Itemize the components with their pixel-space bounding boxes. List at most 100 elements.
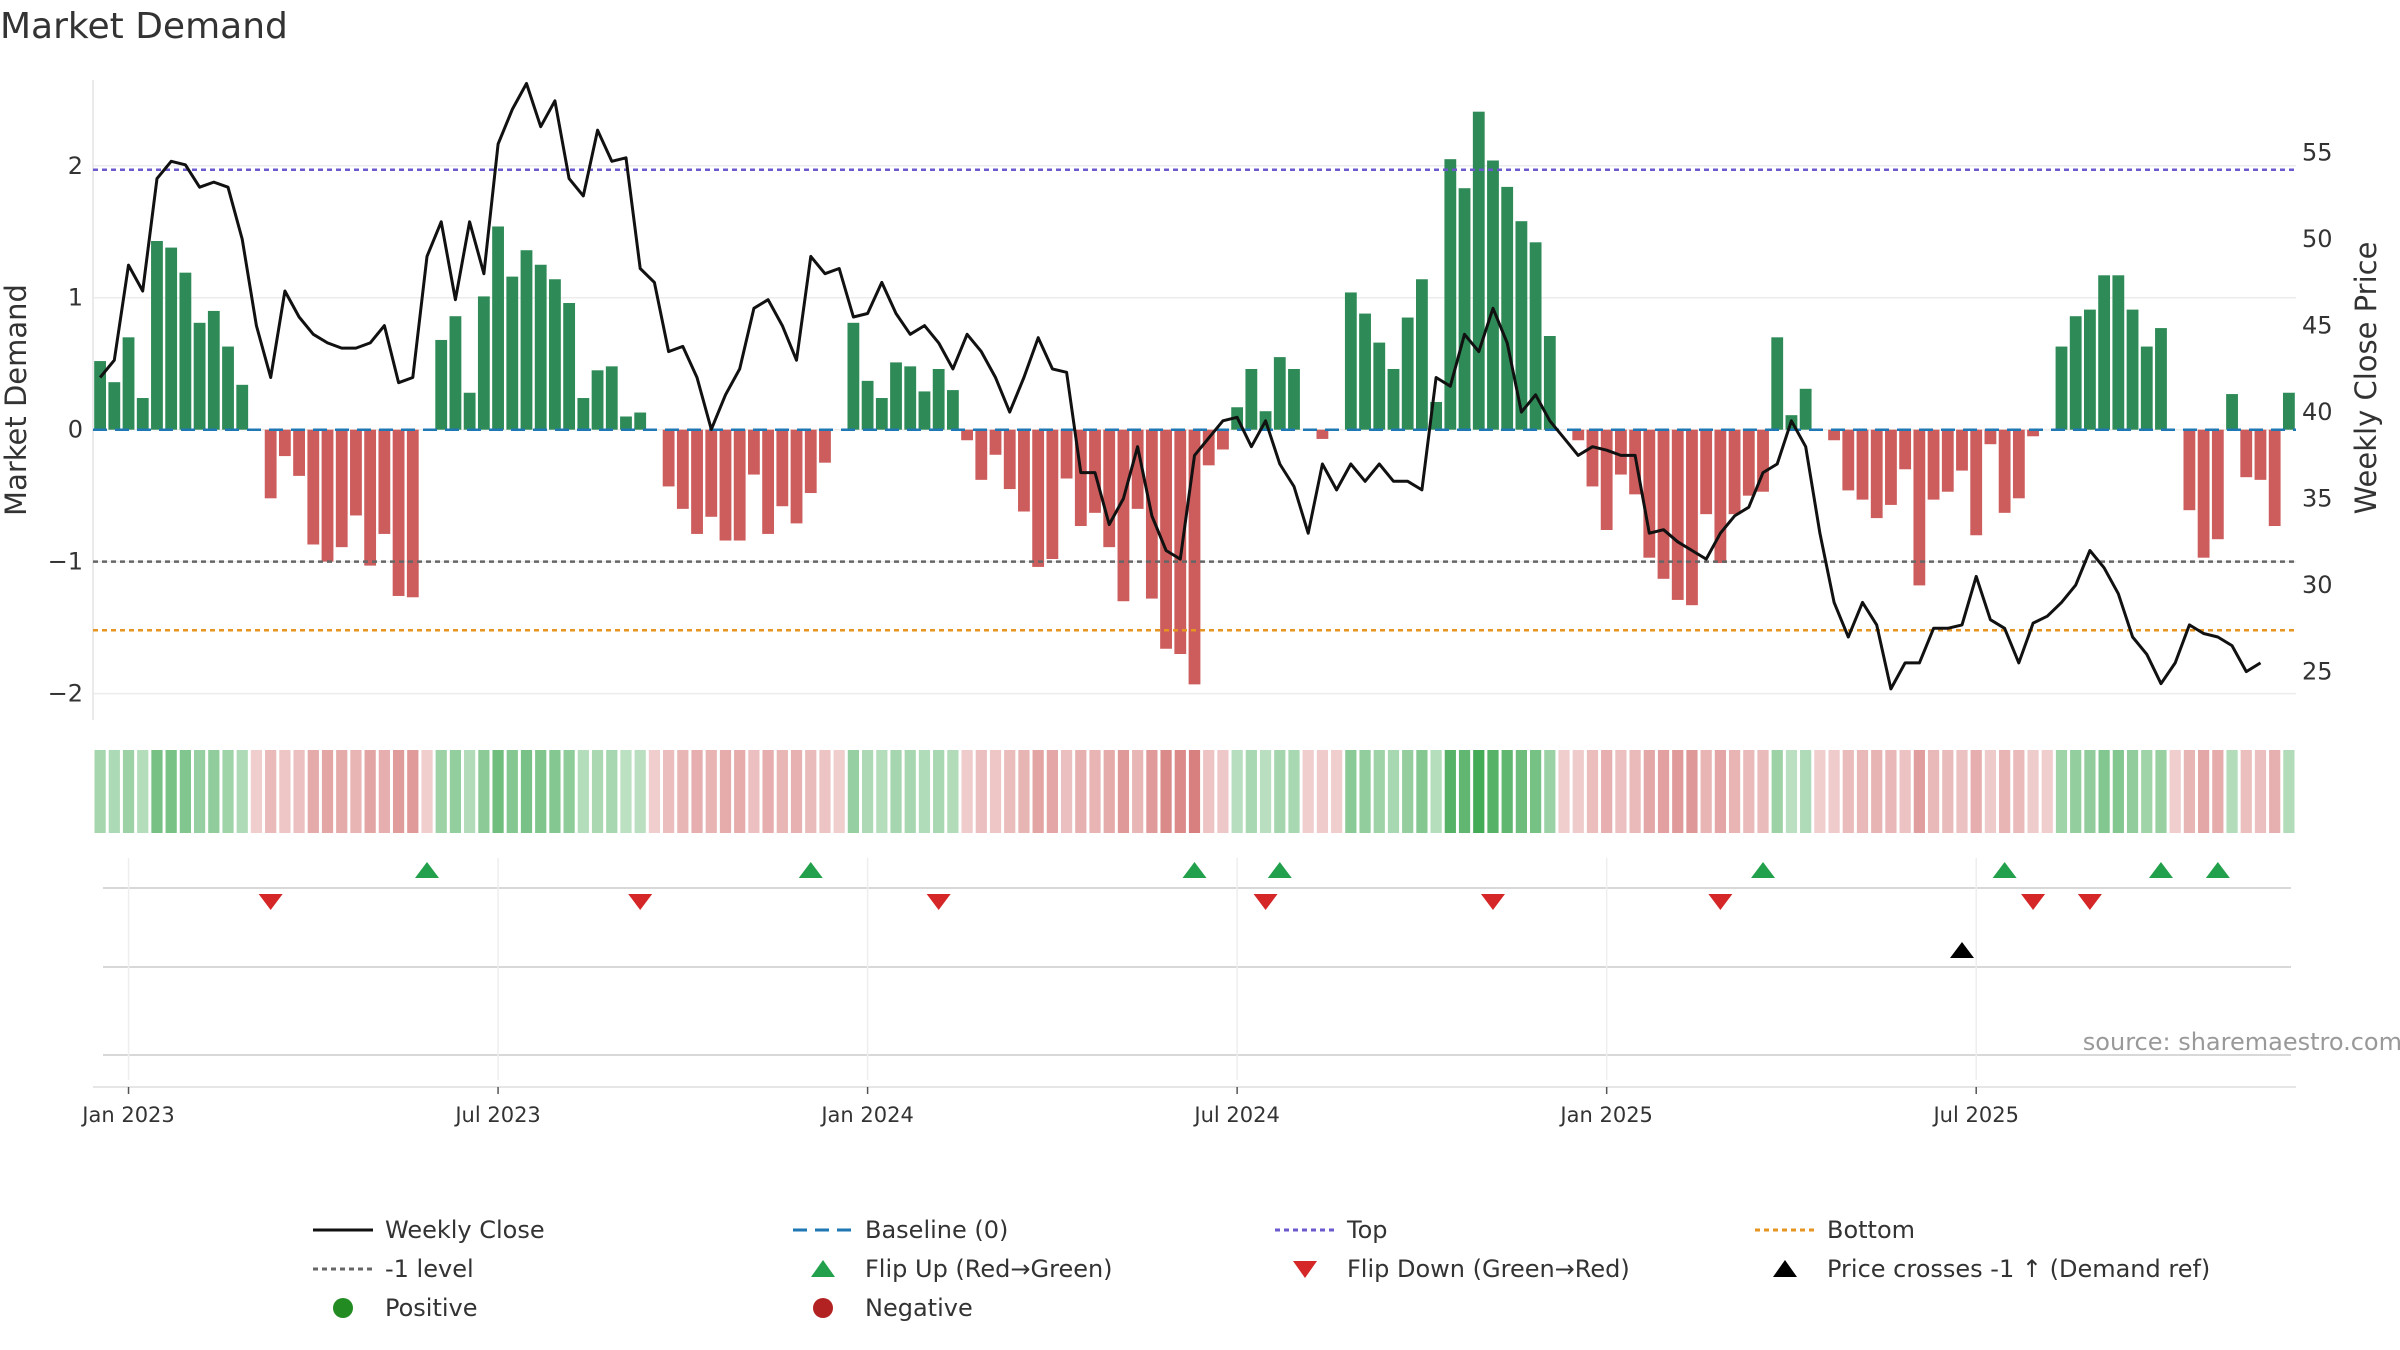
demand-bar-negative [776, 429, 789, 507]
demand-bar-negative [1600, 429, 1613, 530]
heat-cell [1146, 750, 1158, 833]
demand-bar-positive [634, 412, 647, 430]
demand-bar-negative [1643, 429, 1656, 558]
demand-bar-negative [2197, 429, 2210, 558]
demand-bar-positive [1472, 111, 1485, 430]
legend-label: Flip Up (Red→Green) [865, 1255, 1113, 1283]
heat-cell [876, 750, 888, 833]
heat-cell [1743, 750, 1755, 833]
demand-bar-negative [1131, 429, 1144, 509]
heat-cell [2198, 750, 2210, 833]
source-credit: source: sharemaestro.com [2083, 1028, 2400, 1056]
heat-cell [1132, 750, 1144, 833]
heat-cell [1544, 750, 1556, 833]
heat-cell [2226, 750, 2238, 833]
demand-bar-negative [705, 429, 718, 517]
demand-bar-negative [1217, 429, 1229, 450]
heat-cell [1231, 750, 1243, 833]
demand-bar-negative [2012, 429, 2025, 499]
demand-bar-positive [1387, 368, 1400, 430]
heat-cell [1558, 750, 1570, 833]
heat-cell [918, 750, 931, 833]
heat-cell [122, 750, 135, 833]
main-panel: 2 1 0 −1 −2 55 50 45 40 35 30 25 [48, 80, 2333, 720]
legend-label: Weekly Close [385, 1216, 545, 1244]
legend-label: Positive [385, 1294, 478, 1322]
demand-bar-positive [2055, 346, 2068, 430]
flip-up-marker [1992, 862, 2017, 878]
heat-cell [648, 750, 661, 833]
demand-bar-positive [2084, 309, 2096, 430]
legend-item: Top [1275, 1216, 1388, 1244]
demand-bar-positive [577, 398, 590, 430]
heat-cell [1430, 750, 1442, 833]
demand-bar-positive [2112, 275, 2125, 430]
heat-cell [2141, 750, 2153, 833]
legend-swatch-triangle-up [1773, 1260, 1797, 1277]
flip-up-marker [2148, 862, 2173, 878]
heat-cell [2212, 750, 2224, 833]
demand-bar-positive [136, 398, 149, 430]
heat-cell [2084, 750, 2096, 833]
heat-cell [1402, 750, 1414, 833]
demand-bar-positive [591, 370, 604, 430]
demand-bar-negative [691, 429, 703, 534]
heat-cell [279, 750, 291, 833]
heat-cell [1089, 750, 1101, 833]
heat-cell [1245, 750, 1257, 833]
heat-cell [1757, 750, 1769, 833]
demand-bar-negative [1842, 429, 1855, 491]
heat-cell [1458, 750, 1471, 833]
heat-cell [2183, 750, 2196, 833]
heat-cell [307, 750, 319, 833]
demand-bar-positive [534, 264, 547, 430]
demand-bar-negative [264, 429, 277, 499]
heat-cell [222, 750, 234, 833]
heat-cell [336, 750, 348, 833]
flip-down-marker [926, 894, 951, 910]
demand-bar-negative [1202, 429, 1215, 466]
price-cross-marker [1949, 942, 1974, 958]
heat-cell [1615, 750, 1627, 833]
demand-bar-negative [2268, 429, 2281, 527]
heat-cell [250, 750, 263, 833]
heat-cell [2055, 750, 2068, 833]
heat-cell [2112, 750, 2124, 833]
heat-cell [1274, 750, 1286, 833]
heat-cell [691, 750, 703, 833]
demand-bar-negative [1870, 429, 1883, 519]
demand-bar-negative [1941, 429, 1954, 492]
demand-bar-positive [1543, 336, 1556, 430]
heat-cell [1728, 750, 1741, 833]
demand-bar-positive [1273, 357, 1286, 430]
heat-cell [1956, 750, 1968, 833]
heat-cell [321, 750, 334, 833]
demand-bar-positive [1444, 159, 1457, 430]
heat-cell [1601, 750, 1613, 833]
heat-cell [1913, 750, 1925, 833]
demand-bar-positive [94, 361, 107, 430]
demand-bar-negative [1899, 429, 1912, 470]
demand-bar-negative [1927, 429, 1940, 500]
flip-down-marker [1708, 894, 1733, 910]
heat-cell [2126, 750, 2139, 833]
demand-bar-negative [2254, 429, 2267, 480]
heat-cell [236, 750, 248, 833]
demand-bar-positive [207, 310, 220, 430]
y2-tick-label: 55 [2302, 139, 2333, 167]
y-tick-label: 1 [68, 284, 83, 312]
heat-cell [1046, 750, 1058, 833]
heat-cell [407, 750, 419, 833]
demand-bar-negative [1174, 429, 1187, 655]
demand-bar-positive [236, 384, 249, 430]
demand-bar-positive [1401, 317, 1414, 430]
heat-cell [1203, 750, 1215, 833]
demand-bar-negative [1117, 429, 1130, 602]
heat-cell [1530, 750, 1542, 833]
y2-tick-label: 50 [2302, 225, 2333, 253]
heat-cell [1657, 750, 1670, 833]
demand-bar-positive [1245, 368, 1258, 430]
legend-swatch-triangle-down [1293, 1261, 1317, 1278]
heat-cell [947, 750, 959, 833]
heat-cell [492, 750, 504, 833]
